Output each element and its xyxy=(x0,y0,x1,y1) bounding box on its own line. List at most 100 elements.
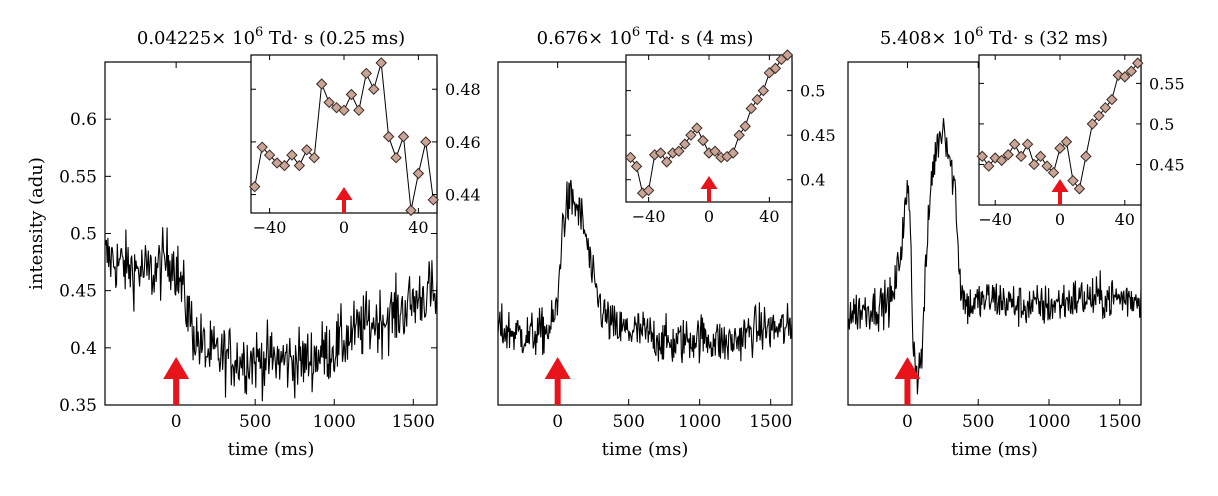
chart-panel-1: 0 500 1000 1500 0.35 0.4 0.45 0.5 0.55 0.6 time (m… xyxy=(26,25,481,460)
inset-point xyxy=(375,57,387,69)
inset-point xyxy=(1086,118,1099,130)
inset-point xyxy=(1047,166,1060,179)
inset-point xyxy=(976,150,988,163)
chart-title: 0.04225× 106 Td· s (0.25 ms) xyxy=(137,25,405,49)
inset-y-tick-label: 0.45 xyxy=(800,126,836,145)
inset-point xyxy=(1041,160,1053,172)
x-axis-label: time (ms) xyxy=(951,439,1038,460)
inset-point xyxy=(757,84,770,97)
inset-y-tick-label: 0.46 xyxy=(445,133,481,152)
inset-point xyxy=(1067,174,1079,187)
inset-point xyxy=(679,138,691,150)
inset-onset-arrow xyxy=(700,176,718,202)
x-axis-label: time (ms) xyxy=(602,439,689,460)
inset-point xyxy=(345,88,358,101)
inset-point xyxy=(1008,138,1021,150)
inset-point xyxy=(360,67,373,80)
inset-point xyxy=(330,101,343,114)
inset-point xyxy=(1112,69,1125,81)
inset-x-tick-label: 40 xyxy=(408,218,428,237)
inset-point xyxy=(353,104,365,117)
inset-point xyxy=(1073,183,1086,195)
inset-point xyxy=(390,151,402,164)
inset-y-tick-label: 0.5 xyxy=(1149,115,1174,134)
inset-point xyxy=(673,145,685,157)
inset-x-tick-label: 0 xyxy=(704,207,714,226)
y-tick-label: 0.35 xyxy=(59,396,97,416)
inset-point xyxy=(1080,150,1092,163)
inset-point xyxy=(263,149,276,161)
x-axis-label: time (ms) xyxy=(228,439,315,460)
inset-point xyxy=(1054,142,1066,154)
x-tick-label: 500 xyxy=(612,412,644,432)
inset-point xyxy=(709,145,721,157)
inset-point xyxy=(983,160,995,172)
inset-point xyxy=(727,147,739,159)
y-axis-label: intensity (adu) xyxy=(26,157,47,290)
inset-y-tick-label: 0.48 xyxy=(445,80,481,99)
x-tick-label: 0 xyxy=(171,412,182,432)
inset-point xyxy=(989,152,1001,164)
onset-arrow xyxy=(163,357,190,405)
chart-title: 0.676× 106 Td· s (4 ms) xyxy=(537,25,754,49)
inset-onset-arrow xyxy=(1051,179,1069,205)
inset-y-tick-label: 0.55 xyxy=(1149,74,1185,93)
x-tick-label: 1000 xyxy=(1027,412,1070,432)
inset-point xyxy=(1093,110,1105,122)
inset-point xyxy=(315,78,328,90)
inset-point xyxy=(323,96,335,109)
series-line xyxy=(498,179,792,364)
inset-x-tick-label: −40 xyxy=(253,218,287,237)
inset-y-tick-label: 0.45 xyxy=(1149,155,1185,174)
x-tick-label: 0 xyxy=(902,412,913,432)
inset-point xyxy=(420,136,432,148)
x-tick-label: 1500 xyxy=(392,412,435,432)
inset-point xyxy=(368,83,380,95)
inset-point xyxy=(293,159,306,172)
inset-point xyxy=(630,160,643,173)
inset-point xyxy=(642,184,655,197)
inset-point xyxy=(685,129,697,141)
inset-point xyxy=(1125,65,1137,77)
inset-y-tick-label: 0.5 xyxy=(800,82,825,101)
inset-point xyxy=(1034,150,1047,163)
x-tick-label: 0 xyxy=(552,412,563,432)
inset-point xyxy=(691,122,703,134)
inset-y-tick-label: 0.44 xyxy=(445,186,481,205)
inset-point xyxy=(397,130,410,143)
series-line xyxy=(105,227,437,402)
inset-point xyxy=(655,147,667,159)
inset-x-tick-label: 0 xyxy=(339,218,349,237)
inset-x-tick-label: −40 xyxy=(632,207,666,226)
inset-point xyxy=(1015,150,1027,163)
inset-point xyxy=(1119,71,1131,83)
x-tick-label: 500 xyxy=(239,412,271,432)
inset-point xyxy=(427,194,439,206)
inset-point xyxy=(745,102,757,115)
inset-point xyxy=(661,156,673,168)
inset-chart: −40 0 40 0.4 0.45 0.5 xyxy=(624,49,836,226)
inset-point xyxy=(1021,138,1034,150)
inset-point xyxy=(624,151,637,164)
inset-point xyxy=(271,157,283,169)
x-tick-label: 1500 xyxy=(1098,412,1141,432)
inset-point xyxy=(1028,158,1040,171)
inset-point xyxy=(769,62,782,75)
inset-chart: −40 0 40 0.44 0.46 0.48 xyxy=(249,54,481,237)
chart-panel-2: 0 500 1000 1500 time (ms) 0.676× 106 Td· s (4… xyxy=(497,25,836,460)
inset-point xyxy=(382,130,395,143)
x-tick-label: 1000 xyxy=(313,412,356,432)
onset-arrow xyxy=(894,357,921,405)
x-tick-label: 1000 xyxy=(678,412,721,432)
inset-point xyxy=(249,180,261,193)
inset-point xyxy=(278,159,291,172)
chart-panel-3: 0 500 1000 1500 time (ms) 5.408× 106 Td· s (3… xyxy=(847,25,1185,460)
y-tick-label: 0.4 xyxy=(70,339,97,359)
inset-point xyxy=(405,204,417,217)
inset-x-tick-label: 40 xyxy=(1115,210,1135,229)
inset-point xyxy=(1060,136,1073,148)
inset-point xyxy=(1132,57,1144,69)
inset-point xyxy=(1106,93,1118,106)
inset-point xyxy=(697,134,709,147)
inset-chart: −40 0 40 0.45 0.5 0.55 xyxy=(976,54,1185,229)
